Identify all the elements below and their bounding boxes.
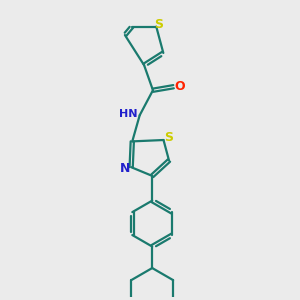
- Text: S: S: [154, 18, 163, 31]
- Text: O: O: [174, 80, 185, 93]
- Text: S: S: [164, 131, 173, 144]
- Text: N: N: [119, 162, 130, 175]
- Text: HN: HN: [119, 109, 138, 119]
